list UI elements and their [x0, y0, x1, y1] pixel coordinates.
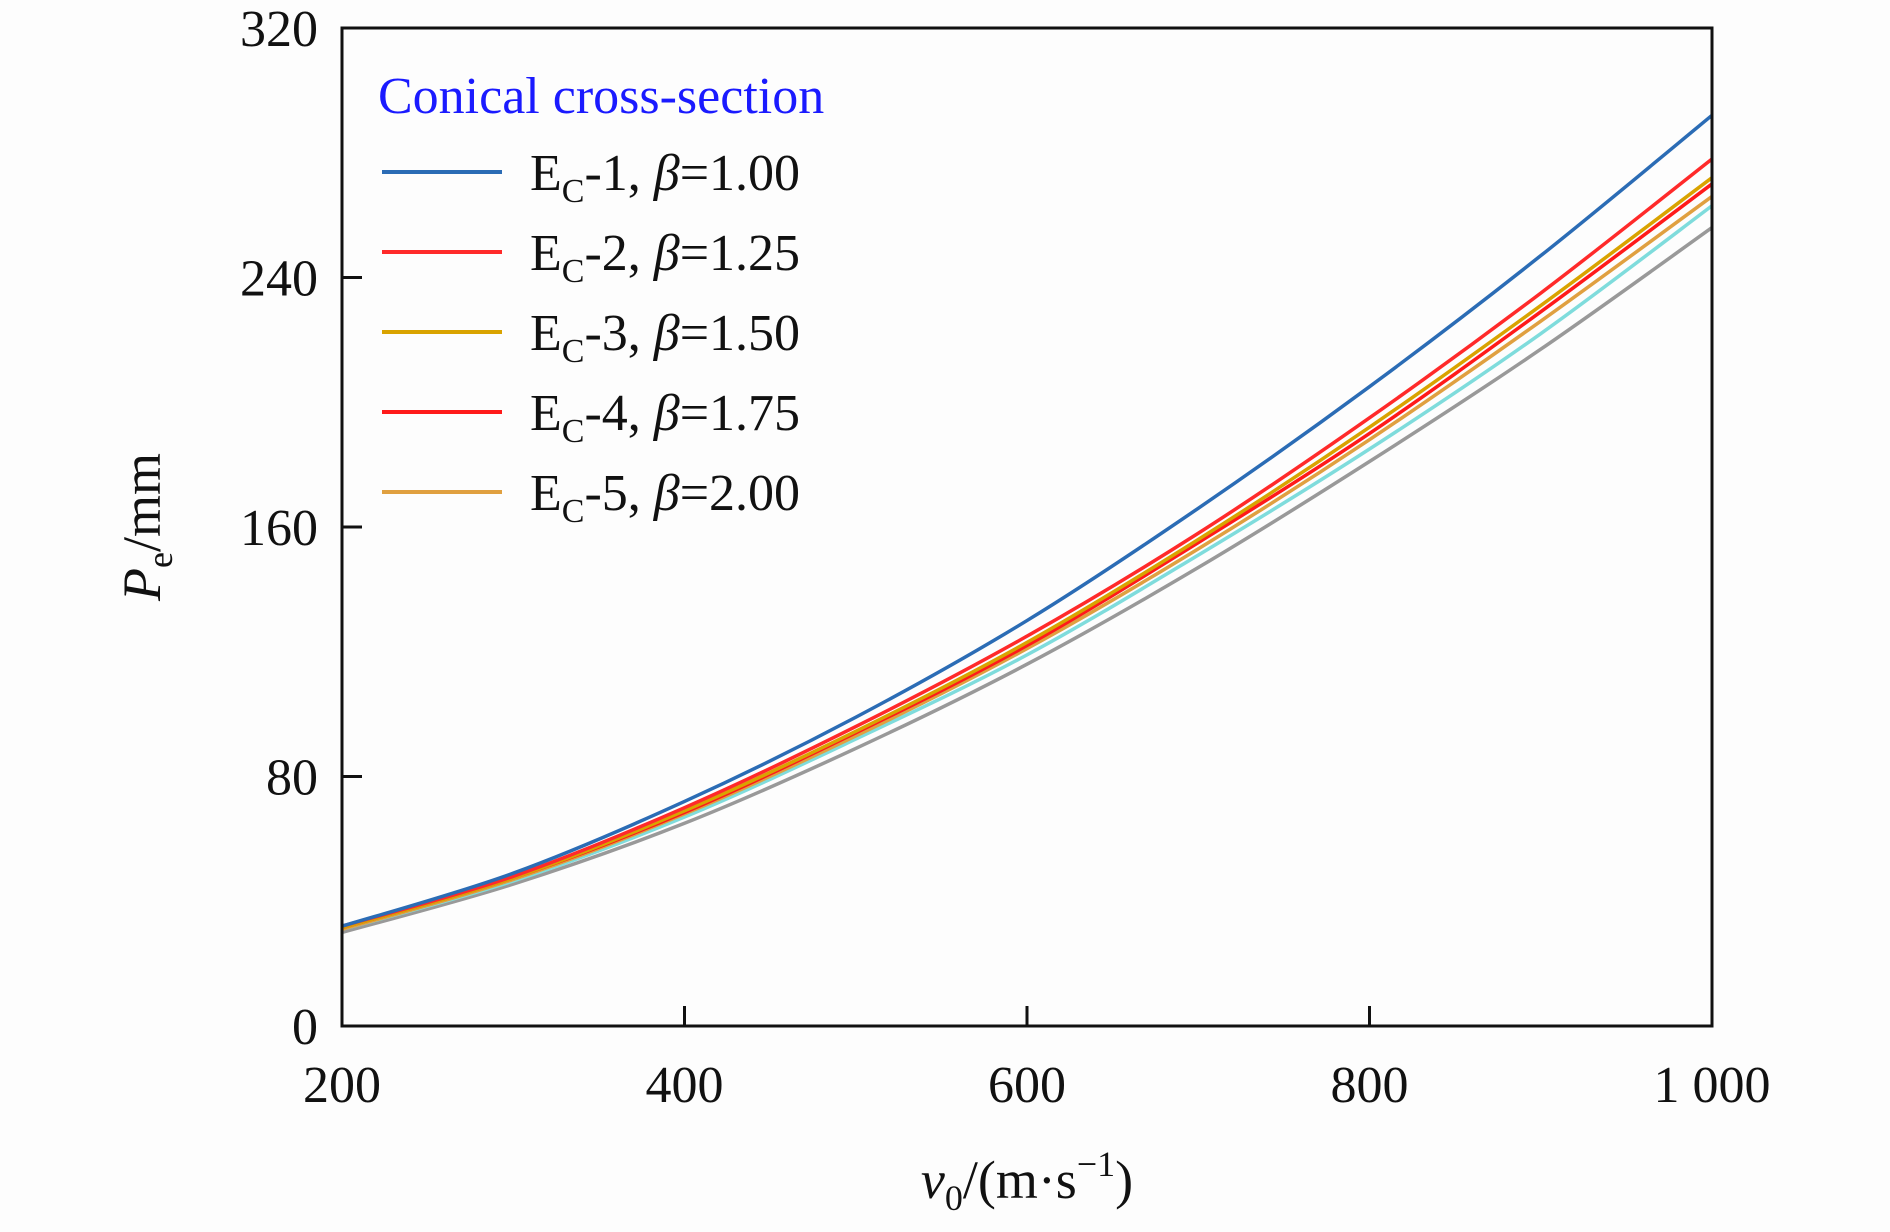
legend-label-main: E	[530, 465, 562, 522]
legend-label-suffix: -5,	[584, 465, 653, 522]
x-tick-label: 600	[988, 1057, 1066, 1114]
x-tick-label: 400	[646, 1057, 724, 1114]
legend-label-main: E	[530, 385, 562, 442]
legend-label-main: E	[530, 145, 562, 202]
legend-label-beta: β	[653, 465, 680, 522]
y-tick-label: 160	[240, 500, 318, 557]
y-tick-label: 80	[266, 750, 318, 807]
series-line-4	[341, 182, 1714, 930]
legend-item-2: EC-2, β=1.25	[382, 225, 800, 290]
legend-label-suffix: -3,	[584, 305, 653, 362]
legend-label-value: =1.75	[680, 385, 800, 442]
y-axis-unit: /mm	[112, 453, 172, 552]
legend-label: EC-3, β=1.50	[530, 305, 800, 370]
legend-label-beta: β	[653, 225, 680, 282]
x-axis-variable: v	[921, 1150, 945, 1210]
series-line-1	[341, 113, 1714, 928]
legend-item-1: EC-1, β=1.00	[382, 145, 800, 210]
y-tick-label: 320	[240, 1, 318, 58]
x-tick-label: 200	[303, 1057, 381, 1114]
legend-item-4: EC-4, β=1.75	[382, 385, 800, 450]
legend-label-value: =1.50	[680, 305, 800, 362]
legend-label-sub: C	[562, 173, 585, 210]
legend-label-suffix: -4,	[584, 385, 653, 442]
x-tick-label: 800	[1331, 1057, 1409, 1114]
legend-label: EC-1, β=1.00	[530, 145, 800, 210]
legend-label-beta: β	[653, 305, 680, 362]
legend-label: EC-5, β=2.00	[530, 465, 800, 530]
legend-label-value: =1.00	[680, 145, 800, 202]
legend-label: EC-2, β=1.25	[530, 225, 800, 290]
y-axis-variable: P	[112, 568, 172, 602]
legend-title: Conical cross-section	[378, 68, 824, 125]
series-line-2	[341, 157, 1714, 928]
y-axis-variable-sub: e	[140, 552, 180, 568]
legend-label-sub: C	[562, 333, 585, 370]
legend-label-value: =2.00	[680, 465, 800, 522]
x-axis-unit-exp: −1	[1077, 1144, 1115, 1184]
legend-label-beta: β	[653, 385, 680, 442]
legend-item-5: EC-5, β=2.00	[382, 465, 800, 530]
x-tick-label: 1 000	[1654, 1057, 1771, 1114]
legend-label-sub: C	[562, 493, 585, 530]
legend-label-sub: C	[562, 253, 585, 290]
legend-label-suffix: -2,	[584, 225, 653, 282]
legend-label-suffix: -1,	[584, 145, 653, 202]
series-line-7	[341, 226, 1714, 935]
ticks-layer: 200 400 600 800 1 000 0 80 160 240 320	[240, 1, 1771, 1114]
series-line-6	[341, 204, 1714, 932]
x-axis-close: )	[1115, 1150, 1133, 1210]
legend-label-main: E	[530, 305, 562, 362]
legend-item-3: EC-3, β=1.50	[382, 305, 800, 370]
x-axis-title: v0/(m·s−1)	[921, 1144, 1133, 1218]
legend-label-sub: C	[562, 413, 585, 450]
legend-label-main: E	[530, 225, 562, 282]
y-tick-label: 240	[240, 251, 318, 308]
legend-label-beta: β	[653, 145, 680, 202]
legend-label-value: =1.25	[680, 225, 800, 282]
series-line-3	[341, 176, 1714, 930]
legend-label: EC-4, β=1.75	[530, 385, 800, 450]
y-tick-label: 0	[292, 999, 318, 1056]
series-layer	[341, 113, 1714, 935]
x-axis-unit: /(m·s	[963, 1150, 1077, 1210]
x-axis-variable-sub: 0	[945, 1178, 963, 1218]
y-axis-title: Pe/mm	[112, 453, 180, 602]
